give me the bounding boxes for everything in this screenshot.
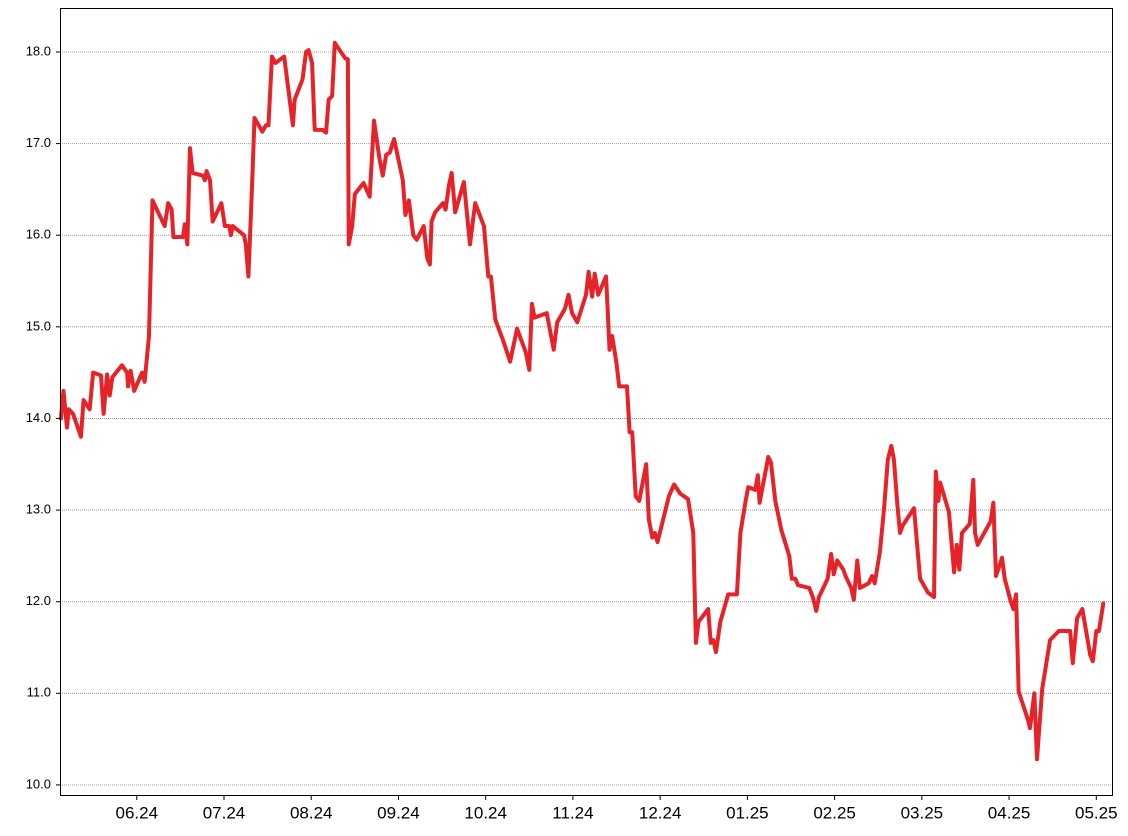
x-tick-label: 11.24	[552, 803, 593, 822]
y-tick-label: 14.0	[26, 410, 51, 425]
y-tick-label: 17.0	[26, 135, 51, 150]
grid	[60, 51, 1112, 786]
price-line	[58, 40, 1106, 762]
x-tick-label: 07.24	[203, 803, 246, 822]
x-tick-label: 02.25	[813, 803, 856, 822]
x-tick-label: 04.25	[988, 803, 1031, 822]
y-tick-label: 13.0	[26, 502, 51, 517]
plot	[58, 40, 1106, 762]
x-tick-label: 12.24	[639, 803, 682, 822]
y-tick-label: 16.0	[26, 227, 51, 242]
x-tick-label: 10.24	[464, 803, 507, 822]
y-tick-label: 12.0	[26, 593, 51, 608]
x-tick-label: 01.25	[726, 803, 769, 822]
y-tick-label: 18.0	[26, 43, 51, 58]
y-tick-label: 15.0	[26, 318, 51, 333]
x-tick-label: 03.25	[901, 803, 944, 822]
y-tick-label: 11.0	[27, 685, 51, 700]
x-tick-label: 09.24	[377, 803, 420, 822]
y-tick-label: 10.0	[26, 776, 51, 791]
axes: 10.0 11.0 12.0 13.0 14.0 15.0 16.0 17.0 18.0 06.2…	[26, 43, 1118, 822]
x-tick-label: 08.24	[290, 803, 333, 822]
plot-frame	[60, 8, 1113, 796]
x-tick-label: 05.25	[1075, 803, 1118, 822]
x-tick-label: 06.24	[115, 803, 158, 822]
